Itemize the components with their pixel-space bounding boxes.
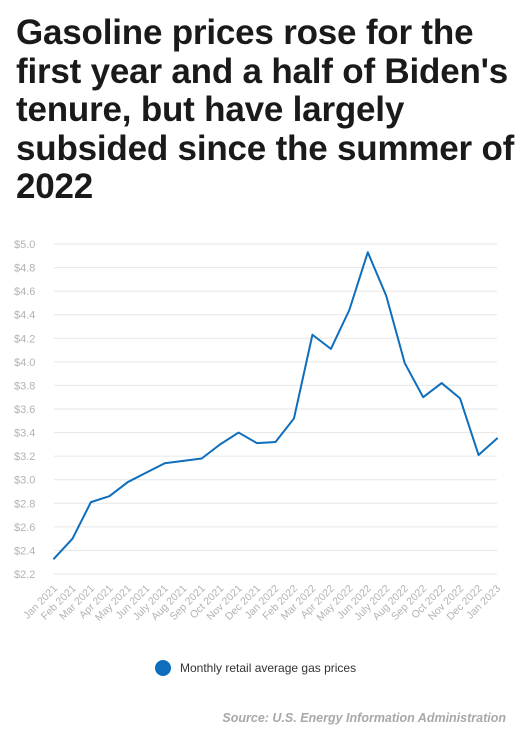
data-point[interactable] <box>142 469 150 477</box>
data-point[interactable] <box>272 438 280 446</box>
data-point[interactable] <box>308 331 316 339</box>
data-point[interactable] <box>179 457 187 465</box>
data-point[interactable] <box>345 306 353 314</box>
y-tick-label: $4.8 <box>14 263 35 275</box>
legend-label: Monthly retail average gas prices <box>180 661 357 675</box>
data-point[interactable] <box>50 555 58 563</box>
y-tick-label: $4.0 <box>14 357 35 369</box>
y-tick-label: $3.8 <box>14 380 35 392</box>
data-point[interactable] <box>290 414 298 422</box>
series-line-gas-prices <box>53 251 498 560</box>
data-point[interactable] <box>216 440 224 448</box>
data-point[interactable] <box>161 459 169 467</box>
data-point[interactable] <box>87 498 95 506</box>
data-point[interactable] <box>382 292 390 300</box>
data-point[interactable] <box>456 394 464 402</box>
data-point[interactable] <box>253 439 261 447</box>
data-point[interactable] <box>475 451 483 459</box>
gridlines <box>54 243 497 575</box>
data-point[interactable] <box>364 248 372 256</box>
y-tick-label: $2.2 <box>14 569 35 581</box>
y-tick-label: $2.4 <box>14 545 35 557</box>
y-tick-label: $4.2 <box>14 333 35 345</box>
y-tick-label: $3.4 <box>14 428 35 440</box>
data-point[interactable] <box>198 455 206 463</box>
legend[interactable]: Monthly retail average gas prices <box>155 660 356 676</box>
data-point[interactable] <box>124 478 132 486</box>
data-points <box>50 248 501 562</box>
y-tick-label: $5.0 <box>14 239 35 251</box>
source-note: Source: U.S. Energy Information Administ… <box>222 711 506 725</box>
y-axis-ticks: $2.2 $2.4 $2.6 $2.8 $3.0 $3.2 $3.4 $3.6 $3.8 $4.0… <box>14 239 35 581</box>
data-point[interactable] <box>235 429 243 437</box>
data-point[interactable] <box>493 434 501 442</box>
y-tick-label: $4.4 <box>14 310 35 322</box>
chart-title: Gasoline prices rose for the first year … <box>16 13 515 206</box>
y-tick-label: $4.6 <box>14 286 35 298</box>
data-point[interactable] <box>401 359 409 367</box>
data-point[interactable] <box>327 345 335 353</box>
data-point[interactable] <box>68 535 76 543</box>
data-point[interactable] <box>419 393 427 401</box>
y-tick-label: $3.6 <box>14 404 35 416</box>
y-tick-label: $3.0 <box>14 475 35 487</box>
data-point[interactable] <box>438 379 446 387</box>
legend-swatch <box>155 660 171 676</box>
y-tick-label: $2.8 <box>14 498 35 510</box>
y-tick-label: $3.2 <box>14 451 35 463</box>
data-point[interactable] <box>105 492 113 500</box>
y-tick-label: $2.6 <box>14 522 35 534</box>
